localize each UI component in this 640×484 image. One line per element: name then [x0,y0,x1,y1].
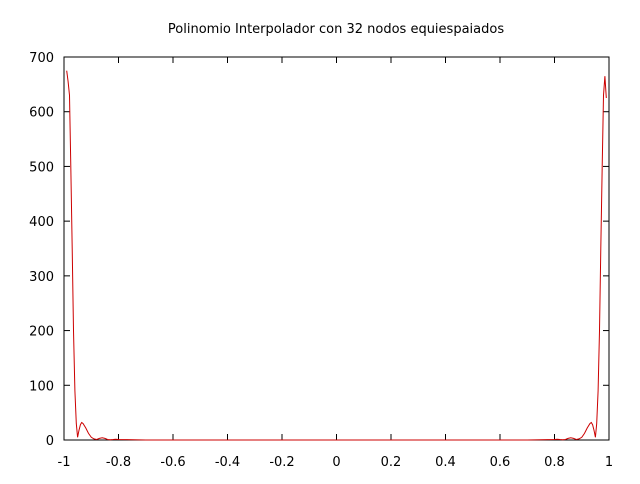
y-tick-label: 0 [46,434,54,449]
x-tick-label: -0.6 [160,455,185,470]
x-tick-label: -0.8 [106,455,131,470]
series-line [66,70,607,441]
x-tick-label: 0.8 [544,455,565,470]
plot-frame [63,56,610,441]
y-tick-label: 600 [29,106,54,121]
tick-labels: -1 -0.8 -0.6 -0.4 -0.2 0 0.2 0.4 0.6 0.8 1 0 100 200 3… [29,51,613,470]
y-tick-label: 700 [29,51,54,66]
y-tick-label: 500 [29,160,54,175]
x-tick-label: -1 [58,455,71,470]
x-tick-label: 0 [332,455,340,470]
chart-title: Polinomio Interpolador con 32 nodos equi… [168,22,504,37]
y-tick-label: 400 [29,215,54,230]
series-layer [66,70,607,441]
y-tick-label: 100 [29,379,54,394]
y-tick-label: 200 [29,325,54,340]
x-tick-label: 0.4 [435,455,456,470]
x-tick-label: 0.6 [490,455,511,470]
axis-ticks [63,56,610,441]
y-tick-label: 300 [29,270,54,285]
x-tick-label: 1 [605,455,613,470]
x-tick-label: 0.2 [381,455,402,470]
x-tick-label: -0.2 [269,455,294,470]
x-tick-label: -0.4 [215,455,240,470]
